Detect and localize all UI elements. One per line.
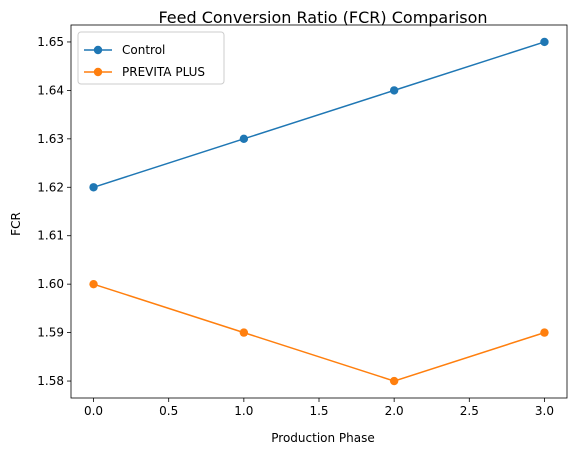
series-layer [89,37,549,386]
legend-marker-control [93,45,103,55]
data-point-control [540,37,549,47]
series-line-control [93,41,545,188]
y-tick-label: 1.61 [37,229,64,243]
x-tick-label: 1.5 [309,404,328,418]
y-tick-label: 1.58 [37,374,64,388]
data-point-control [89,183,98,192]
legend-marker-previta-plus [93,67,103,77]
y-tick-label: 1.65 [37,35,64,49]
data-point-control [239,134,249,144]
legend-box [77,31,225,85]
x-tick-label: 2.0 [385,404,404,418]
data-point-previta-plus [540,328,549,337]
chart-title: Feed Conversion Ratio (FCR) Comparison [158,8,487,27]
plot-area-frame [70,24,568,399]
y-tick-label: 1.62 [37,180,64,194]
y-tick-label: 1.60 [37,277,64,291]
legend: Control PREVITA PLUS [77,31,225,85]
x-axis-label: Production Phase [271,431,375,445]
y-axis-label: FCR [9,212,23,236]
legend-label-previta-plus: PREVITA PLUS [122,65,205,79]
series-line-previta-plus [93,283,545,382]
y-tick-label: 1.63 [37,132,64,146]
x-axis-ticks: 0.0 0.5 1.0 1.5 2.0 2.5 3.0 [84,398,554,418]
data-point-previta-plus [89,279,98,289]
legend-label-control: Control [122,43,165,57]
y-tick-label: 1.59 [37,326,64,340]
data-point-previta-plus [389,376,399,386]
x-tick-label: 2.5 [460,404,479,418]
x-tick-label: 0.5 [159,404,178,418]
x-tick-label: 1.0 [234,404,253,418]
x-tick-label: 3.0 [535,404,554,418]
data-point-previta-plus [239,328,249,337]
y-axis-ticks: 1.58 1.59 1.60 1.61 1.62 1.63 1.64 1.65 [37,35,71,388]
data-point-control [389,86,399,95]
y-tick-label: 1.64 [37,83,64,97]
x-tick-label: 0.0 [84,404,103,418]
